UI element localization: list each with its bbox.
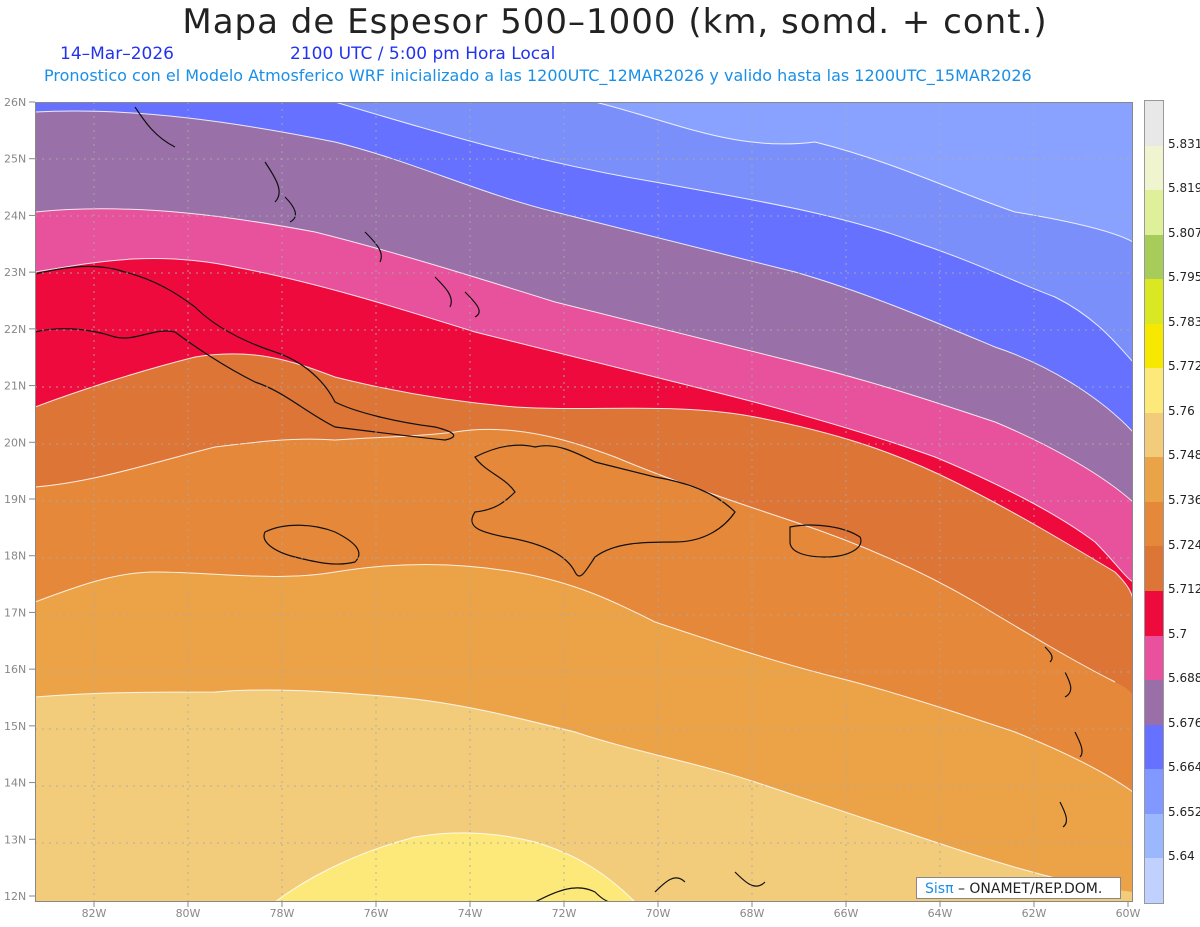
- lon-label: 62W: [1022, 907, 1047, 920]
- lat-label: 15N: [4, 720, 26, 733]
- credit-box: Sisπ – ONAMET/REP.DOM.: [916, 877, 1121, 899]
- legend-swatch: [1145, 323, 1163, 369]
- lat-label: 25N: [4, 153, 26, 166]
- lon-label: 64W: [928, 907, 953, 920]
- legend-swatch: [1145, 279, 1163, 324]
- legend-level-label: 5.807: [1168, 225, 1200, 240]
- lon-label: 74W: [458, 907, 483, 920]
- lat-label: 16N: [4, 663, 26, 676]
- lat-label: 24N: [4, 209, 26, 222]
- map-title: Mapa de Espesor 500–1000 (km, somd. + co…: [182, 2, 1048, 42]
- lat-label: 21N: [4, 380, 26, 393]
- lon-label: 70W: [646, 907, 671, 920]
- credit-brand: Sisπ: [925, 881, 954, 897]
- lon-label: 68W: [740, 907, 765, 920]
- puerto-rico-coast: [789, 524, 862, 558]
- legend-level-label: 5.783: [1168, 314, 1200, 329]
- legend-level-label: 5.712: [1168, 582, 1200, 597]
- cuba-coast: [35, 265, 455, 441]
- legend-swatch: [1145, 457, 1163, 502]
- lat-label: 19N: [4, 493, 26, 506]
- legend-level-label: 5.7: [1168, 626, 1188, 641]
- legend-swatch: [1145, 368, 1163, 413]
- legend-swatch: [1145, 635, 1163, 681]
- lon-label: 78W: [270, 907, 295, 920]
- legend-level-label: 5.772: [1168, 359, 1200, 374]
- lat-label: 20N: [4, 436, 26, 449]
- lon-label: 82W: [82, 907, 107, 920]
- thickness-map: [35, 102, 1133, 902]
- jamaica-coast: [263, 524, 360, 565]
- lat-label: 18N: [4, 550, 26, 563]
- legend-level-label: 5.688: [1168, 671, 1200, 686]
- legend-level-label: 5.795: [1168, 270, 1200, 285]
- legend-swatch: [1145, 234, 1163, 280]
- legend-level-label: 5.819: [1168, 181, 1200, 196]
- lat-label: 12N: [4, 890, 26, 903]
- legend-swatch: [1145, 813, 1163, 859]
- hispaniola-coast: [471, 444, 736, 577]
- legend-swatch: [1145, 724, 1163, 770]
- legend-level-label: 5.64: [1168, 849, 1195, 864]
- lon-label: 60W: [1116, 907, 1141, 920]
- legend-swatch: [1145, 101, 1163, 146]
- legend-level-label: 5.724: [1168, 537, 1200, 552]
- credit-text: – ONAMET/REP.DOM.: [957, 881, 1103, 897]
- legend-level-label: 5.736: [1168, 493, 1200, 507]
- color-legend: [1144, 100, 1164, 904]
- legend-swatch: [1145, 546, 1163, 592]
- legend-level-label: 5.748: [1168, 448, 1200, 463]
- lat-lon-grid: [35, 102, 1133, 902]
- legend-level-label: 5.664: [1168, 760, 1200, 775]
- legend-swatch: [1145, 412, 1163, 458]
- forecast-subtitle: Pronostico con el Modelo Atmosferico WRF…: [44, 66, 1032, 85]
- legend-swatch: [1145, 769, 1163, 814]
- contour-lines: [35, 102, 1133, 902]
- lesser-antilles: [1044, 646, 1083, 828]
- legend-level-label: 5.831: [1168, 136, 1200, 151]
- legend-swatch: [1145, 501, 1163, 547]
- forecast-date: 14–Mar–2026: [60, 44, 174, 64]
- bahamas: [134, 106, 480, 318]
- legend-swatch: [1145, 591, 1163, 636]
- lon-label: 66W: [834, 907, 859, 920]
- lon-label: 76W: [364, 907, 389, 920]
- legend-swatch: [1145, 858, 1163, 903]
- legend-swatch: [1145, 680, 1163, 725]
- lat-label: 14N: [4, 777, 26, 790]
- legend-level-label: 5.676: [1168, 715, 1200, 730]
- lat-label: 23N: [4, 266, 26, 279]
- lat-label: 26N: [4, 96, 26, 109]
- lon-label: 80W: [176, 907, 201, 920]
- forecast-time: 2100 UTC / 5:00 pm Hora Local: [290, 44, 556, 64]
- lat-label: 22N: [4, 323, 26, 336]
- coastlines: [35, 106, 1083, 902]
- lon-label: 72W: [552, 907, 577, 920]
- contour-bands: [35, 102, 1133, 902]
- legend-level-label: 5.76: [1168, 403, 1195, 418]
- lat-label: 13N: [4, 833, 26, 846]
- band-5772: [275, 832, 635, 902]
- legend-swatch: [1145, 190, 1163, 235]
- band-5760: [35, 689, 1133, 902]
- legend-swatch: [1145, 145, 1163, 191]
- legend-level-label: 5.652: [1168, 804, 1200, 819]
- lat-label: 17N: [4, 606, 26, 619]
